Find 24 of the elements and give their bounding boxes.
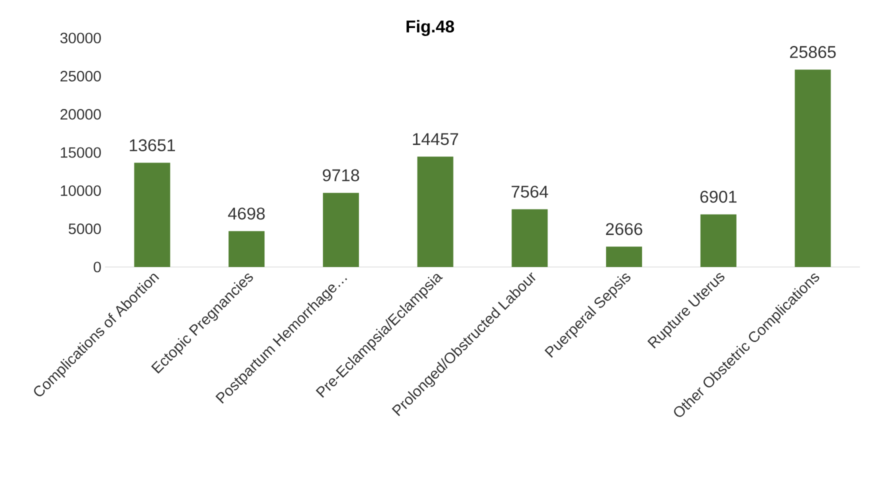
bar xyxy=(606,246,642,268)
data-label: 2666 xyxy=(606,223,642,236)
data-label: 6901 xyxy=(700,190,737,203)
y-tick-label: 5000 xyxy=(68,224,101,234)
y-tick-label: 15000 xyxy=(60,147,101,158)
y-tick-label: 20000 xyxy=(60,109,101,120)
bar xyxy=(228,231,265,268)
bar xyxy=(794,70,831,268)
bar xyxy=(417,156,454,268)
y-tick-label: 0 xyxy=(94,262,101,272)
y-tick-label: 10000 xyxy=(60,185,101,196)
y-tick-label: 25000 xyxy=(60,70,101,82)
data-label: 13651 xyxy=(130,139,175,152)
y-tick-label: 30000 xyxy=(60,32,101,44)
data-label: 9718 xyxy=(322,169,360,182)
data-label: 4698 xyxy=(228,208,265,220)
bar xyxy=(700,214,736,268)
data-label: 25865 xyxy=(790,46,836,58)
bar xyxy=(512,209,548,268)
chart-title: Fig.48 xyxy=(406,20,454,36)
data-label: 7564 xyxy=(512,186,548,198)
bar xyxy=(322,192,359,268)
data-label: 14457 xyxy=(412,133,458,146)
bar xyxy=(134,162,170,268)
